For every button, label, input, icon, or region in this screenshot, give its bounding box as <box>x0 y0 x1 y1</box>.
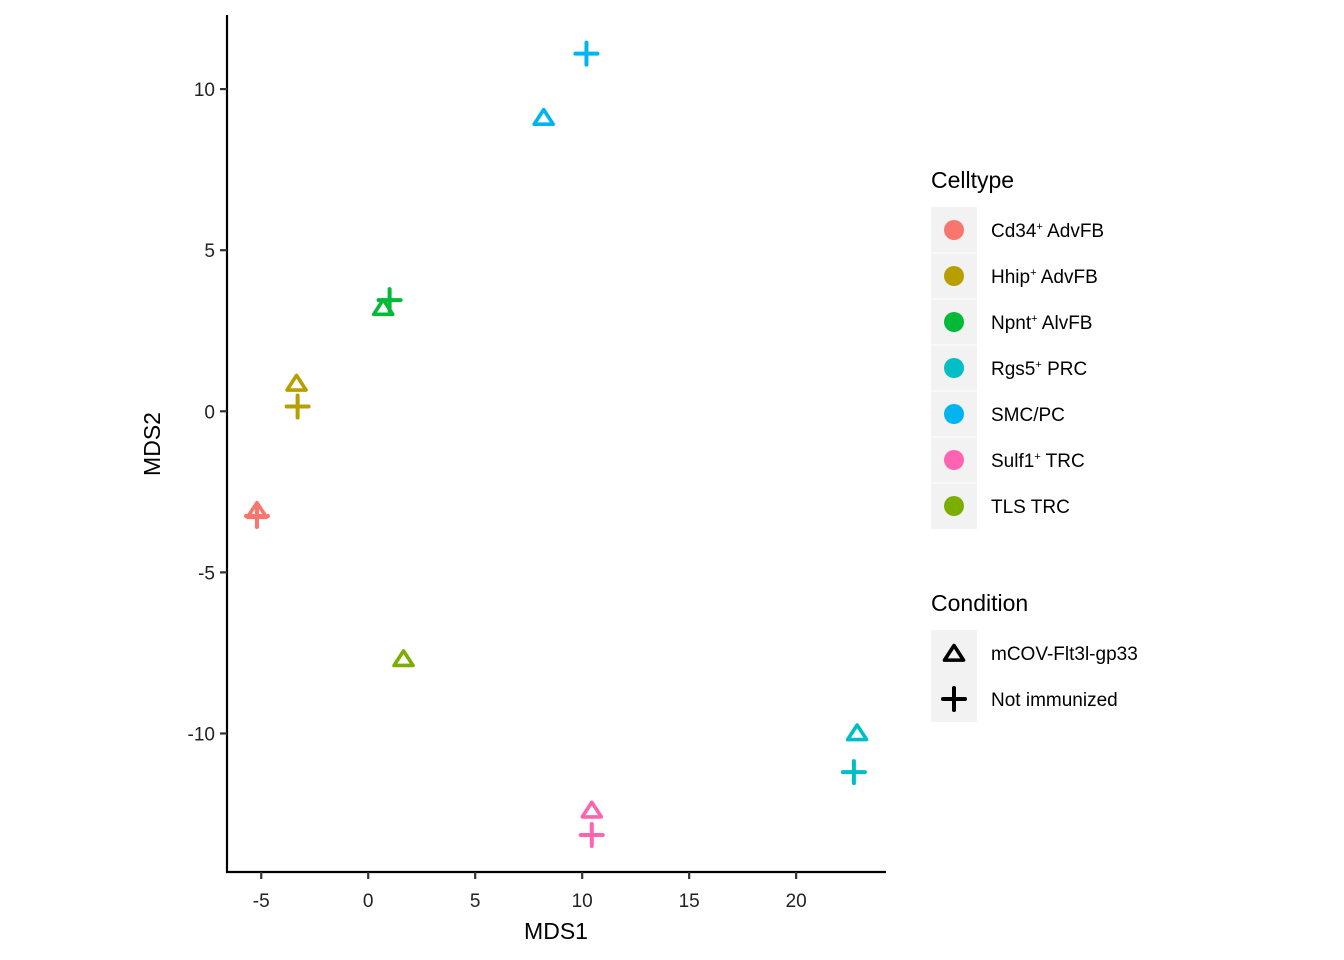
legend-key-dot-npnt <box>944 312 964 332</box>
data-point-hhip-plus <box>284 393 311 420</box>
y-axis-label: MDS2 <box>139 412 165 476</box>
data-point-cd34-plus <box>243 502 270 529</box>
legend-label-hhip: Hhip+ AdvFB <box>991 267 1098 288</box>
data-point-smc-plus <box>573 40 600 67</box>
x-tick-label: -5 <box>253 891 270 912</box>
legend-key-dot-cd34 <box>944 220 964 240</box>
legend-celltype: Celltype Cd34+ AdvFB Hhip+ AdvFB Npnt+ Alv… <box>931 167 1104 529</box>
legend-celltype-title: Celltype <box>931 167 1014 193</box>
data-point-rgs5-triangle <box>845 723 869 742</box>
legend-key-dot-rgs5 <box>944 358 964 378</box>
legend-label-cd34: Cd34+ AdvFB <box>991 221 1104 242</box>
legend-label-smc: SMC/PC <box>991 405 1065 426</box>
legend-label-rgs5: Rgs5+ PRC <box>991 359 1087 380</box>
y-tick-label: 5 <box>204 241 215 262</box>
points-layer <box>243 40 869 848</box>
x-tick-label: 0 <box>363 891 374 912</box>
data-point-hhip-triangle <box>285 373 308 392</box>
x-tick-label: 15 <box>679 891 700 912</box>
legend-condition: Condition mCOV-Flt3l-gp33 Not immunized <box>931 590 1138 722</box>
data-point-npnt-plus <box>376 287 403 314</box>
data-point-sulf1-triangle <box>580 800 604 819</box>
x-tick-label: 20 <box>786 891 807 912</box>
y-tick-label: 10 <box>194 80 215 101</box>
x-tick-label: 10 <box>572 891 593 912</box>
axes-layer: -5 0 5 10 15 20 -10 -5 0 5 10 MDS1 MDS2 <box>139 15 886 944</box>
y-tick-label: -5 <box>198 563 215 584</box>
legend-key-dot-smc <box>944 404 964 424</box>
y-ticks: -10 -5 0 5 10 <box>188 80 227 745</box>
x-axis-label: MDS1 <box>524 918 588 944</box>
y-tick-label: -10 <box>188 724 215 745</box>
legend-condition-title: Condition <box>931 590 1028 616</box>
legend-key-naive <box>941 686 967 712</box>
legend-key-dot-tls <box>944 496 964 516</box>
x-tick-label: 5 <box>470 891 481 912</box>
legend-label-npnt: Npnt+ AlvFB <box>991 313 1092 334</box>
legend-condition-entries: mCOV-Flt3l-gp33 Not immunized <box>931 630 1138 722</box>
legend-label-naive: Not immunized <box>991 690 1118 711</box>
legend-key-dot-sulf1 <box>944 450 964 470</box>
legend-celltype-entries: Cd34+ AdvFB Hhip+ AdvFB Npnt+ AlvFB Rgs5+ P… <box>931 207 1104 529</box>
data-point-sulf1-plus <box>578 821 605 848</box>
y-tick-label: 0 <box>204 402 215 423</box>
legend-label-sulf1: Sulf1+ TRC <box>991 451 1085 472</box>
legend-label-tls: TLS TRC <box>991 497 1070 518</box>
legend-key-mcov <box>942 643 966 662</box>
x-ticks: -5 0 5 10 15 20 <box>253 872 807 912</box>
data-point-rgs5-plus <box>840 759 867 786</box>
data-point-tls-triangle <box>392 649 415 668</box>
legend-label-mcov: mCOV-Flt3l-gp33 <box>991 644 1138 665</box>
data-point-smc-triangle <box>532 107 555 127</box>
legend-key-dot-hhip <box>944 266 964 286</box>
